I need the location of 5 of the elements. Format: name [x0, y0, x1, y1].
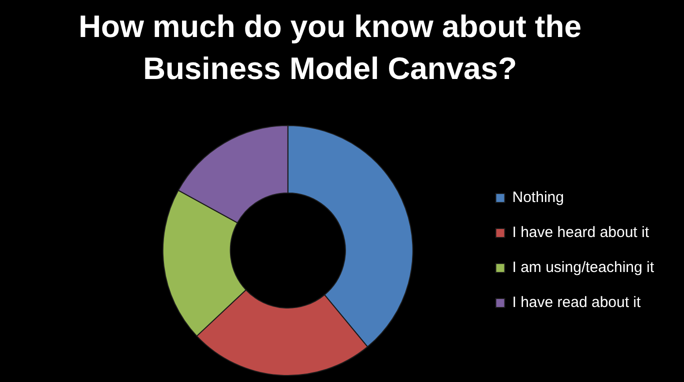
chart-title: How much do you know about the Business Model Canvas?: [78, 8, 582, 88]
legend-label: Nothing: [512, 189, 564, 206]
legend-label: I am using/teaching it: [512, 259, 655, 276]
legend-label: I have heard about it: [512, 224, 650, 242]
legend-label: I have read about it: [512, 294, 642, 312]
